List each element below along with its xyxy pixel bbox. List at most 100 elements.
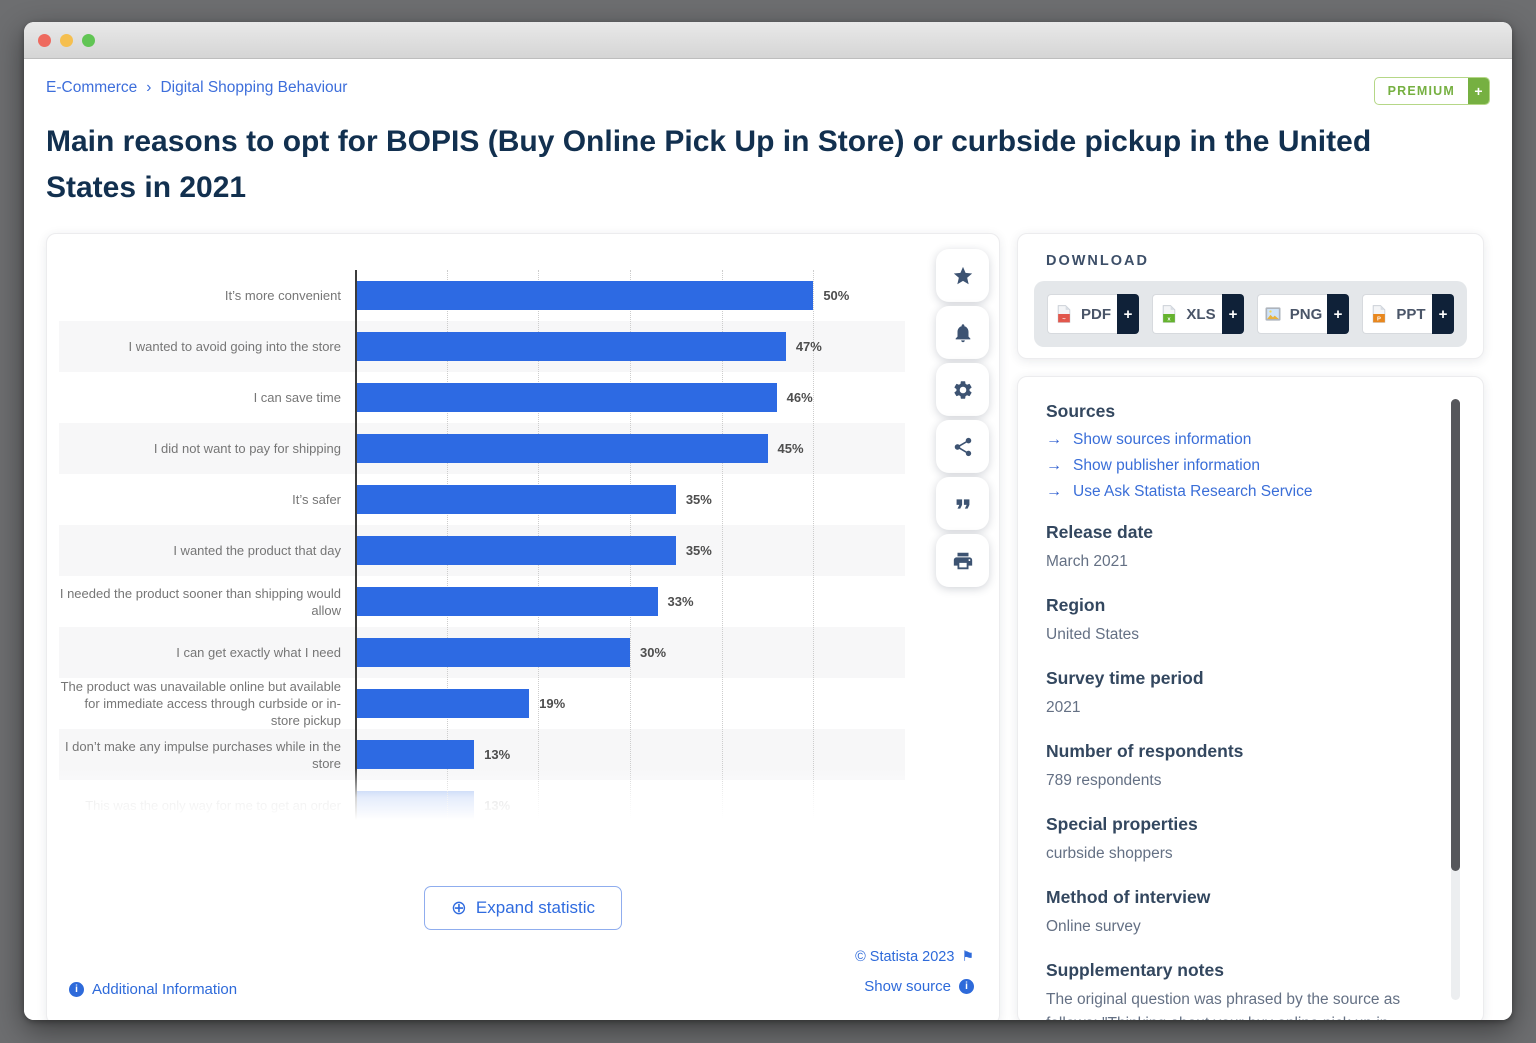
- quote-button[interactable]: [936, 477, 989, 530]
- field-value: 2021: [1046, 699, 1081, 716]
- download-ppt-plus-icon[interactable]: +: [1432, 294, 1454, 334]
- ppt-file-icon: P: [1369, 304, 1389, 324]
- right-panel: DOWNLOAD ~ PDF + x XLS + PNG + P PPT + Sources → Sh…: [1017, 233, 1484, 1020]
- chart-card: It’s more convenient 50% I wanted to avoid…: [46, 233, 1000, 1020]
- chart-row-plot: 50%: [355, 270, 905, 321]
- show-source-link[interactable]: Show source i: [864, 978, 974, 995]
- svg-text:P: P: [1377, 317, 1381, 323]
- chart-category-label: I wanted the product that day: [173, 543, 341, 558]
- arrow-right-icon: →: [1046, 457, 1062, 474]
- chart-bar[interactable]: [355, 740, 475, 769]
- scrollbar-track[interactable]: [1451, 399, 1460, 1000]
- chart-bar[interactable]: [355, 689, 530, 718]
- field-value: 789 respondents: [1046, 772, 1162, 789]
- download-xls-button[interactable]: x XLS +: [1152, 294, 1244, 334]
- download-xls-plus-icon[interactable]: +: [1222, 294, 1244, 334]
- star-button[interactable]: [936, 249, 989, 302]
- chart-row: I needed the product sooner than shippin…: [59, 576, 905, 627]
- chart-value-label: 47%: [795, 339, 822, 354]
- arrow-right-icon: →: [1046, 483, 1062, 500]
- premium-badge[interactable]: PREMIUM +: [1373, 77, 1490, 105]
- download-pdf-plus-icon[interactable]: +: [1117, 294, 1139, 334]
- chart-row-plot: 19%: [355, 678, 905, 729]
- chart-action-toolbar: [936, 249, 989, 587]
- download-label: XLS: [1186, 305, 1216, 323]
- chart-bar[interactable]: [355, 434, 768, 463]
- chart-category-label: It’s safer: [292, 492, 341, 507]
- share-button[interactable]: [936, 420, 989, 473]
- gear-button[interactable]: [936, 363, 989, 416]
- show-source-label: Show source: [864, 978, 951, 995]
- download-png-plus-icon[interactable]: +: [1327, 294, 1349, 334]
- chart-gridline: [813, 270, 815, 822]
- chart-bar[interactable]: [355, 281, 814, 310]
- page-content: E-Commerce › Digital Shopping Behaviour …: [24, 59, 1512, 1020]
- expand-statistic-button[interactable]: ⊕ Expand statistic: [424, 886, 622, 930]
- expand-plus-icon: ⊕: [451, 897, 467, 919]
- sources-links: → Show sources information → Show publisher…: [1046, 431, 1431, 501]
- source-link-label: Use Ask Statista Research Service: [1073, 483, 1313, 500]
- statista-copyright[interactable]: © Statista 2023 ⚑: [855, 948, 974, 965]
- minimize-window-button[interactable]: [60, 33, 73, 47]
- scrollbar-thumb[interactable]: [1451, 399, 1460, 871]
- source-link-1[interactable]: → Show publisher information: [1046, 457, 1431, 475]
- chart-bar[interactable]: [355, 638, 630, 667]
- source-link-0[interactable]: → Show sources information: [1046, 431, 1431, 449]
- png-file-icon: [1263, 304, 1283, 324]
- download-ppt-button[interactable]: P PPT +: [1362, 294, 1454, 334]
- window-titlebar: [24, 22, 1512, 59]
- close-window-button[interactable]: [38, 33, 51, 47]
- chart-bar[interactable]: [355, 332, 786, 361]
- chart-row-plot: 45%: [355, 423, 905, 474]
- print-button[interactable]: [936, 534, 989, 587]
- copyright-text: © Statista 2023: [855, 948, 955, 965]
- source-link-2[interactable]: → Use Ask Statista Research Service: [1046, 483, 1431, 501]
- field-value: United States: [1046, 626, 1140, 643]
- zoom-window-button[interactable]: [82, 33, 95, 47]
- chart-bar[interactable]: [355, 383, 777, 412]
- info-icon: i: [959, 979, 974, 994]
- field-value: The original question was phrased by the…: [1046, 991, 1401, 1020]
- share-icon: [952, 436, 974, 458]
- download-pdf-button[interactable]: ~ PDF +: [1047, 294, 1139, 334]
- chart-row-plot: 35%: [355, 525, 905, 576]
- download-label: PDF: [1081, 305, 1111, 323]
- field-heading: Method of interview: [1046, 887, 1211, 907]
- download-pdf-main[interactable]: ~ PDF: [1047, 294, 1117, 334]
- download-xls-main[interactable]: x XLS: [1152, 294, 1222, 334]
- chart-row-plot: 47%: [355, 321, 905, 372]
- chart-value-label: 35%: [685, 543, 712, 558]
- browser-window: E-Commerce › Digital Shopping Behaviour …: [24, 22, 1512, 1020]
- arrow-right-icon: →: [1046, 431, 1062, 448]
- flag-icon[interactable]: ⚑: [961, 948, 974, 964]
- chart-category-label: I needed the product sooner than shippin…: [59, 585, 341, 618]
- chart-category-label: I wanted to avoid going into the store: [128, 339, 341, 354]
- additional-information-link[interactable]: i Additional Information: [69, 981, 237, 998]
- source-link-label: Show publisher information: [1073, 457, 1260, 474]
- star-icon: [952, 265, 974, 287]
- chart-bar[interactable]: [355, 485, 676, 514]
- breadcrumb-separator: ›: [146, 79, 152, 96]
- svg-text:~: ~: [1062, 317, 1066, 323]
- download-png-main[interactable]: PNG: [1257, 294, 1327, 334]
- chart-row: I wanted to avoid going into the store 47…: [59, 321, 905, 372]
- chart-row: It’s safer 35%: [59, 474, 905, 525]
- download-buttons: ~ PDF + x XLS + PNG + P PPT +: [1034, 281, 1467, 347]
- download-png-button[interactable]: PNG +: [1257, 294, 1349, 334]
- premium-plus-icon[interactable]: +: [1468, 78, 1489, 104]
- chart-row: It’s more convenient 50%: [59, 270, 905, 321]
- breadcrumb-link-ecommerce[interactable]: E-Commerce: [46, 79, 138, 96]
- download-ppt-main[interactable]: P PPT: [1362, 294, 1432, 334]
- chart-bar[interactable]: [355, 536, 676, 565]
- chart-row: I can save time 46%: [59, 372, 905, 423]
- field-heading: Number of respondents: [1046, 741, 1244, 761]
- bell-button[interactable]: [936, 306, 989, 359]
- breadcrumb-link-digital-shopping[interactable]: Digital Shopping Behaviour: [160, 79, 348, 96]
- chart-bar[interactable]: [355, 587, 658, 616]
- info-card: Sources → Show sources information → Show p…: [1017, 376, 1484, 1020]
- chart-category-label: The product was unavailable online but a…: [60, 679, 341, 728]
- chart-value-label: 30%: [640, 645, 667, 660]
- chart-row-plot: 46%: [355, 372, 905, 423]
- chart-row: I can get exactly what I need 30%: [59, 627, 905, 678]
- info-icon: i: [69, 982, 84, 997]
